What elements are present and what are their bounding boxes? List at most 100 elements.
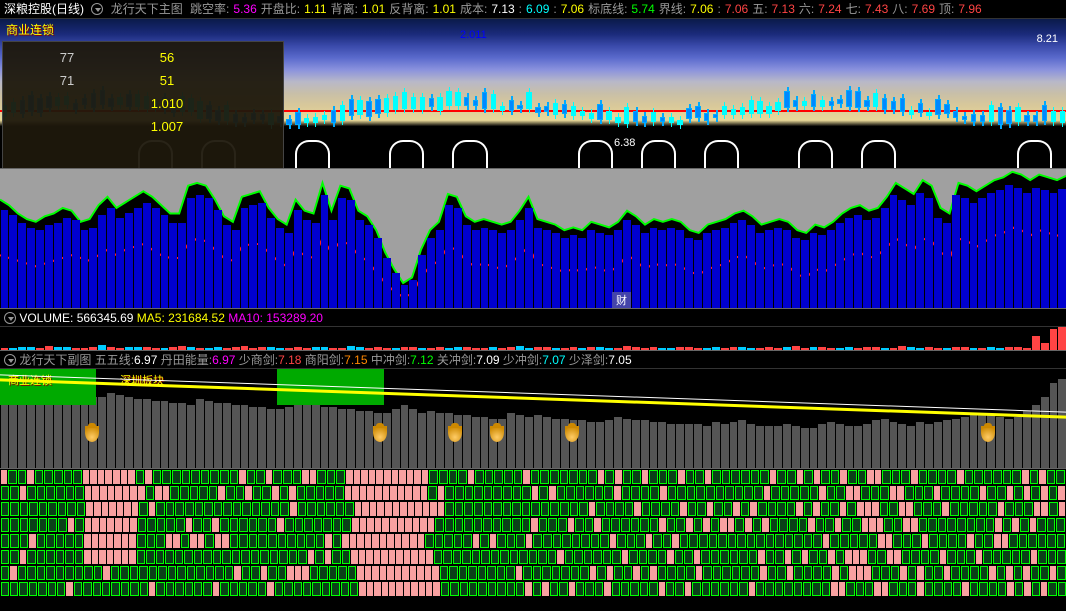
heat-cell — [29, 518, 38, 532]
heat-cell — [251, 550, 260, 564]
heat-cell — [474, 502, 483, 516]
heat-row — [0, 485, 1066, 501]
heat-cell — [550, 582, 558, 596]
heat-cell — [800, 486, 809, 500]
heat-cell — [542, 582, 548, 596]
metric-value: 7.96 — [958, 2, 981, 16]
heat-cell — [258, 582, 266, 596]
heat-cell — [366, 550, 373, 564]
volume-bar — [836, 348, 844, 350]
metric-label: 跳空率: — [190, 2, 229, 16]
heat-cell — [566, 486, 575, 500]
heat-cell — [531, 518, 538, 532]
heat-cell — [441, 582, 449, 596]
oscillator-panel[interactable]: 财 — [0, 169, 1066, 309]
heat-cell — [185, 502, 194, 516]
sub-bar — [756, 426, 764, 468]
heat-cell — [10, 502, 19, 516]
heat-row — [0, 533, 1066, 549]
oscillator-bar — [196, 195, 204, 308]
volume-bar — [952, 347, 960, 350]
heat-cell — [887, 550, 894, 564]
heat-cell — [539, 518, 548, 532]
heat-cell — [335, 486, 344, 500]
heat-cell — [317, 502, 326, 516]
heat-cell — [46, 534, 55, 548]
oscillator-bar — [881, 208, 889, 308]
heat-cell — [83, 582, 91, 596]
heat-cell — [928, 518, 937, 532]
heat-cell — [395, 566, 402, 580]
heat-cell — [1, 502, 10, 516]
heat-cell — [922, 534, 929, 548]
heat-cell — [473, 534, 480, 548]
heat-cell — [803, 582, 811, 596]
volume-bar — [267, 347, 275, 350]
heat-cell — [404, 582, 410, 596]
heat-cell — [526, 534, 533, 548]
metric-value: 7.43 — [865, 2, 888, 16]
heat-cell — [983, 550, 992, 564]
dropdown-icon[interactable] — [91, 3, 103, 15]
heat-cell — [848, 470, 857, 484]
heat-cell — [928, 470, 937, 484]
heat-cell — [85, 486, 92, 500]
heat-grid[interactable] — [0, 469, 1066, 603]
heat-cell — [253, 486, 262, 500]
heat-cell — [840, 534, 849, 548]
heat-cell — [877, 550, 886, 564]
volume-bar — [907, 347, 915, 350]
heat-cell — [342, 518, 351, 532]
arch-indicator — [295, 140, 330, 168]
heat-cell — [840, 470, 847, 484]
heat-cell — [256, 470, 265, 484]
metric-value: 7.24 — [818, 2, 841, 16]
heat-cell — [402, 534, 409, 548]
heat-cell — [868, 550, 877, 564]
main-candlestick-chart[interactable]: 商业连锁 2.011 8.21 6.38 775671511.0101.007 — [0, 19, 1066, 169]
heat-cell — [68, 518, 75, 532]
volume-bars[interactable] — [0, 327, 1066, 351]
heat-cell — [749, 582, 755, 596]
heat-cell — [493, 518, 502, 532]
heat-cell — [345, 502, 354, 516]
volume-bar — [161, 348, 169, 350]
heat-cell — [249, 534, 258, 548]
heat-cell — [213, 550, 222, 564]
heat-cell — [168, 566, 177, 580]
heat-cell — [902, 550, 911, 564]
sub-bar — [1050, 383, 1058, 468]
heat-cell — [149, 566, 158, 580]
heat-cell — [1059, 502, 1066, 516]
heat-cell — [794, 582, 802, 596]
sub-chart[interactable]: 商业连锁 深圳板块 — [0, 369, 1066, 469]
money-bag-icon — [981, 426, 995, 442]
heat-cell — [333, 518, 342, 532]
metric-label: : — [717, 2, 720, 16]
heat-cell — [272, 486, 279, 500]
metric-label: 六: — [799, 2, 814, 16]
oscillator-bar — [810, 233, 818, 308]
heat-cell — [155, 486, 162, 500]
volume-bar — [1023, 348, 1031, 350]
heat-cell — [675, 550, 684, 564]
heat-cell — [268, 566, 277, 580]
heat-cell — [881, 566, 890, 580]
heat-cell — [541, 502, 550, 516]
oscillator-bar — [445, 205, 453, 308]
dropdown-icon[interactable] — [4, 312, 16, 324]
heat-cell — [754, 486, 763, 500]
heat-cell — [523, 566, 532, 580]
heat-cell — [677, 486, 686, 500]
heat-cell — [203, 550, 212, 564]
stock-name[interactable]: 深粮控股(日线) — [4, 2, 84, 16]
dropdown-icon[interactable] — [4, 354, 16, 366]
sub-bar — [898, 424, 906, 468]
oscillator-bar — [187, 198, 195, 308]
heat-cell — [512, 502, 521, 516]
tooltip-list-box[interactable]: 775671511.0101.007 — [2, 41, 284, 169]
heat-cell — [819, 550, 828, 564]
heat-cell — [341, 582, 349, 596]
heat-cell — [123, 486, 130, 500]
oscillator-bar — [1058, 189, 1066, 308]
